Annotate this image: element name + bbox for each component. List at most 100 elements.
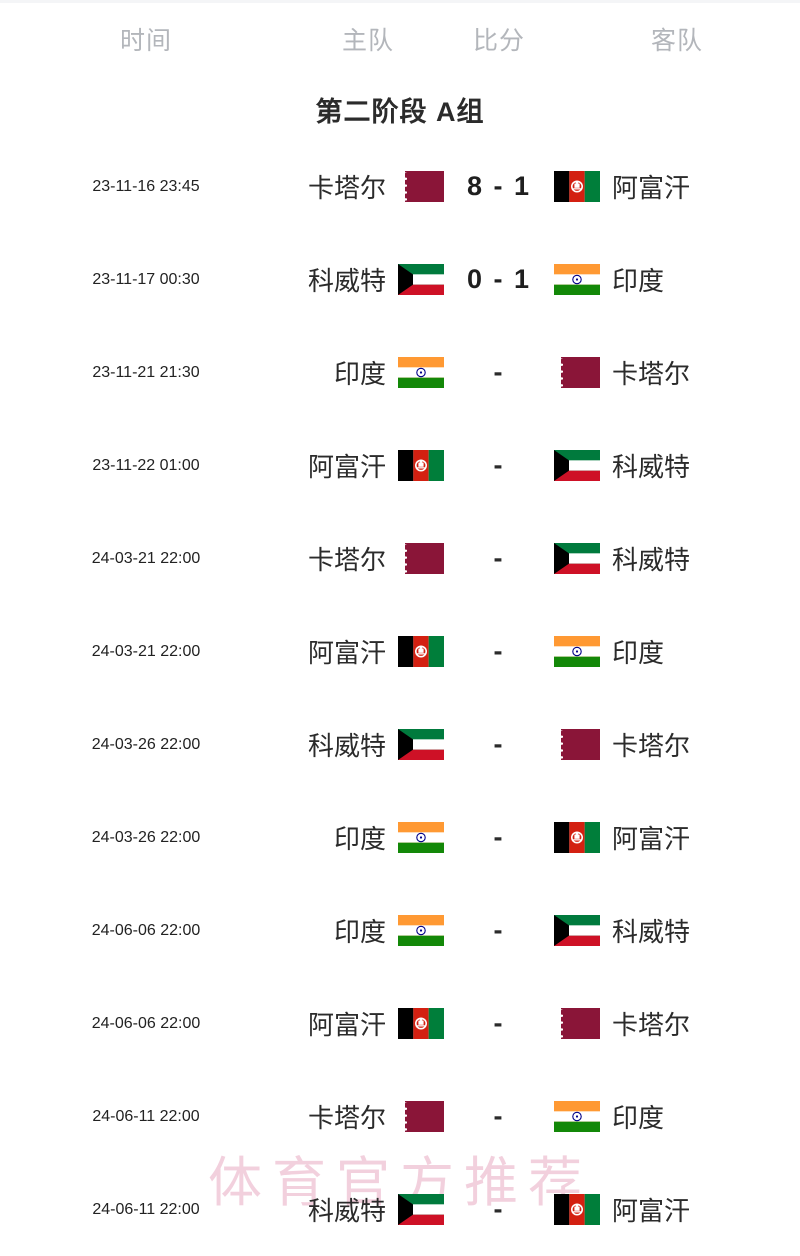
kuwait-flag: [398, 729, 444, 760]
home-team[interactable]: 阿富汗: [292, 1005, 444, 1042]
match-row[interactable]: 24-03-26 22:00 印度 - 阿富汗: [0, 791, 800, 884]
match-row[interactable]: 24-06-11 22:00 科威特 - 阿富汗: [0, 1163, 800, 1256]
group-title: 第二阶段 A组: [315, 96, 485, 127]
home-team-name: 科威特: [307, 1196, 386, 1226]
afghanistan-flag: [398, 450, 444, 481]
away-team[interactable]: 阿富汗: [554, 168, 800, 205]
away-team[interactable]: 阿富汗: [554, 1191, 800, 1228]
match-time: 24-03-26 22:00: [91, 735, 201, 753]
table-header-row: 时间 主队 比分 客队: [0, 0, 800, 78]
match-row[interactable]: 24-03-21 22:00 阿富汗 - 印度: [0, 605, 800, 698]
match-time: 24-06-06 22:00: [91, 921, 201, 939]
away-team[interactable]: 科威特: [554, 540, 800, 577]
column-header-home: 主队: [341, 27, 394, 55]
match-time: 24-03-21 22:00: [91, 642, 201, 660]
home-team[interactable]: 卡塔尔: [292, 1098, 444, 1135]
match-time: 24-03-21 22:00: [91, 549, 201, 567]
match-row[interactable]: 23-11-22 01:00 阿富汗 - 科威特: [0, 419, 800, 512]
score-value: 8 - 1: [466, 171, 532, 201]
match-row[interactable]: 24-03-21 22:00 卡塔尔 - 科威特: [0, 512, 800, 605]
column-header-time: 时间: [119, 27, 172, 55]
afghanistan-flag: [554, 822, 600, 853]
kuwait-flag: [554, 450, 600, 481]
india-flag: [398, 822, 444, 853]
match-row[interactable]: 23-11-17 00:30 科威特 0 - 1 印度: [0, 233, 800, 326]
match-score: -: [444, 1008, 554, 1039]
match-score: -: [444, 450, 554, 481]
home-team[interactable]: 卡塔尔: [292, 540, 444, 577]
away-team[interactable]: 科威特: [554, 912, 800, 949]
away-team-name: 印度: [612, 1103, 665, 1133]
home-team[interactable]: 阿富汗: [292, 447, 444, 484]
match-row[interactable]: 24-06-11 22:00 卡塔尔 - 印度: [0, 1070, 800, 1163]
away-team[interactable]: 卡塔尔: [554, 726, 800, 763]
home-team-name: 卡塔尔: [307, 1103, 386, 1133]
home-team[interactable]: 印度: [292, 912, 444, 949]
score-value: 0 - 1: [466, 264, 532, 294]
score-value: -: [493, 729, 505, 759]
home-team-name: 印度: [333, 824, 386, 854]
home-team[interactable]: 印度: [292, 819, 444, 856]
away-team[interactable]: 阿富汗: [554, 819, 800, 856]
home-team-name: 印度: [333, 917, 386, 947]
match-score: -: [444, 1101, 554, 1132]
home-team-name: 阿富汗: [307, 452, 386, 482]
home-team[interactable]: 阿富汗: [292, 633, 444, 670]
qatar-flag: [398, 543, 444, 574]
away-team-name: 卡塔尔: [612, 731, 691, 761]
afghanistan-flag: [398, 1008, 444, 1039]
score-value: -: [493, 450, 505, 480]
qatar-flag: [398, 1101, 444, 1132]
india-flag: [554, 1101, 600, 1132]
home-team[interactable]: 卡塔尔: [292, 168, 444, 205]
away-team-name: 阿富汗: [612, 1196, 691, 1226]
qatar-flag: [554, 357, 600, 388]
match-score: -: [444, 543, 554, 574]
score-value: -: [493, 1194, 505, 1224]
match-row[interactable]: 23-11-16 23:45 卡塔尔 8 - 1 阿富汗: [0, 140, 800, 233]
away-team-name: 卡塔尔: [612, 359, 691, 389]
match-score: -: [444, 357, 554, 388]
away-team-name: 印度: [612, 266, 665, 296]
home-team-name: 科威特: [307, 266, 386, 296]
away-team[interactable]: 印度: [554, 1098, 800, 1135]
qatar-flag: [398, 171, 444, 202]
score-value: -: [493, 915, 505, 945]
match-row[interactable]: 24-03-26 22:00 科威特 - 卡塔尔: [0, 698, 800, 791]
home-team-name: 阿富汗: [307, 1010, 386, 1040]
match-score: -: [444, 822, 554, 853]
score-value: -: [493, 357, 505, 387]
away-team[interactable]: 印度: [554, 261, 800, 298]
match-time: 24-06-06 22:00: [91, 1014, 201, 1032]
away-team[interactable]: 科威特: [554, 447, 800, 484]
match-score: 8 - 1: [444, 171, 554, 202]
india-flag: [554, 264, 600, 295]
match-row[interactable]: 23-11-21 21:30 印度 - 卡塔尔: [0, 326, 800, 419]
match-score: -: [444, 915, 554, 946]
kuwait-flag: [398, 1194, 444, 1225]
away-team-name: 科威特: [612, 545, 691, 575]
home-team[interactable]: 科威特: [292, 726, 444, 763]
away-team-name: 印度: [612, 638, 665, 668]
match-row[interactable]: 24-06-06 22:00 印度 - 科威特: [0, 884, 800, 977]
away-team-name: 科威特: [612, 452, 691, 482]
home-team-name: 印度: [333, 359, 386, 389]
home-team[interactable]: 印度: [292, 354, 444, 391]
qatar-flag: [554, 729, 600, 760]
away-team-name: 卡塔尔: [612, 1010, 691, 1040]
match-score: -: [444, 636, 554, 667]
away-team[interactable]: 卡塔尔: [554, 354, 800, 391]
home-team-name: 科威特: [307, 731, 386, 761]
home-team-name: 卡塔尔: [307, 173, 386, 203]
match-score: 0 - 1: [444, 264, 554, 295]
match-time: 23-11-16 23:45: [92, 177, 200, 195]
match-row[interactable]: 24-06-06 22:00 阿富汗 - 卡塔尔: [0, 977, 800, 1070]
qatar-flag: [554, 1008, 600, 1039]
away-team[interactable]: 卡塔尔: [554, 1005, 800, 1042]
away-team[interactable]: 印度: [554, 633, 800, 670]
kuwait-flag: [398, 264, 444, 295]
home-team[interactable]: 科威特: [292, 1191, 444, 1228]
kuwait-flag: [554, 915, 600, 946]
home-team[interactable]: 科威特: [292, 261, 444, 298]
